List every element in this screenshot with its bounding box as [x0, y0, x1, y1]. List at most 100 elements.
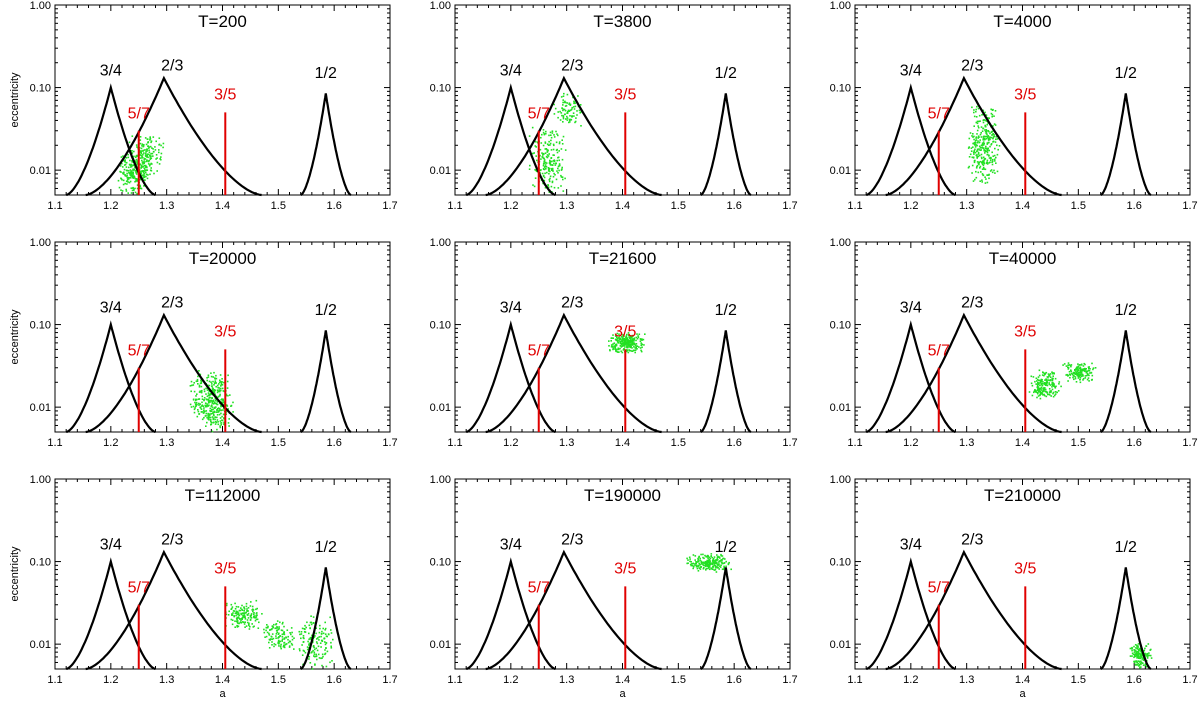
particle-point	[216, 428, 218, 431]
particle-point	[1084, 375, 1087, 377]
particle-point	[131, 175, 134, 177]
particle-point	[215, 399, 217, 402]
particle-point	[702, 567, 705, 570]
particle-point	[304, 651, 307, 654]
particle-point	[246, 609, 248, 612]
particle-point	[566, 112, 569, 114]
particle-point	[985, 137, 988, 140]
particle-point	[972, 146, 974, 148]
particle-point	[155, 140, 157, 143]
particle-point	[986, 159, 989, 162]
particle-point	[1088, 380, 1090, 382]
particle-point	[1137, 651, 1140, 654]
x-tick-label: 1.2	[903, 200, 918, 212]
particle-point	[318, 657, 321, 659]
particle-point	[986, 151, 989, 154]
particle-point	[984, 111, 986, 114]
particle-point	[553, 136, 556, 138]
particle-point	[192, 384, 195, 386]
x-tick-label: 1.5	[271, 674, 286, 686]
particle-point	[709, 560, 712, 562]
particle-point	[190, 406, 193, 408]
particle-point	[628, 349, 630, 351]
particle-point	[690, 561, 692, 563]
particle-point	[982, 127, 985, 130]
particle-point	[990, 131, 993, 133]
particle-point	[641, 343, 643, 346]
particle-point	[290, 627, 293, 629]
particle-point	[278, 645, 280, 647]
x-tick-label: 1.5	[271, 200, 286, 212]
particle-point	[972, 157, 975, 159]
particle-point	[231, 613, 233, 615]
particle-point	[238, 609, 241, 612]
particle-point	[217, 407, 220, 409]
resonance-label: 3/4	[900, 300, 922, 317]
particle-point	[278, 626, 280, 628]
particle-point	[988, 155, 990, 157]
particle-point	[692, 554, 695, 556]
particle-point	[240, 619, 242, 622]
particle-point	[617, 339, 619, 342]
particle-point	[988, 174, 990, 176]
particle-point	[639, 347, 642, 349]
particle-point	[256, 607, 258, 610]
particle-point	[561, 114, 563, 117]
x-tick-label: 1.2	[503, 437, 518, 449]
particle-point	[1144, 647, 1146, 650]
particle-point	[549, 142, 552, 145]
particle-point	[131, 172, 134, 174]
resonance-curve	[65, 83, 156, 197]
particle-point	[122, 172, 124, 175]
particle-point	[1038, 369, 1041, 372]
particle-point	[139, 157, 142, 159]
particle-point	[265, 635, 268, 638]
particle-point	[973, 109, 975, 111]
particle-point	[620, 333, 623, 335]
particle-point	[998, 145, 1001, 147]
particle-point	[1142, 659, 1145, 661]
particle-point	[214, 380, 217, 382]
x-tick-label: 1.1	[447, 674, 462, 686]
particle-point	[1070, 370, 1073, 373]
particle-point	[619, 342, 622, 345]
particle-point	[160, 156, 162, 158]
particle-point	[291, 631, 293, 634]
particle-point	[212, 418, 215, 421]
particle-point	[1088, 367, 1090, 370]
particle-point	[118, 186, 121, 189]
particle-point	[532, 152, 534, 155]
resonance-curve	[1100, 330, 1152, 433]
particle-point	[708, 559, 710, 562]
particle-point	[981, 168, 984, 170]
particle-point	[543, 159, 546, 161]
particle-point	[613, 345, 615, 347]
particle-point	[219, 420, 222, 422]
particle-point	[545, 168, 547, 170]
particle-point	[283, 637, 286, 639]
particle-point	[227, 394, 229, 397]
particle-point	[1144, 664, 1147, 666]
particle-point	[237, 616, 240, 618]
particle-point	[997, 148, 999, 151]
particle-point	[152, 148, 154, 150]
resonance-curve	[465, 320, 556, 434]
particle-point	[550, 136, 553, 139]
particle-point	[542, 129, 545, 131]
x-tick-label: 1.5	[671, 200, 686, 212]
particle-point	[139, 185, 142, 188]
particle-point	[266, 624, 268, 626]
particle-point	[209, 414, 211, 416]
particle-point	[991, 133, 994, 136]
particle-point	[210, 405, 212, 407]
particle-point	[215, 385, 217, 388]
resonance-label: 5/7	[928, 342, 950, 359]
particle-point	[722, 568, 725, 571]
particle-point	[1137, 660, 1139, 662]
particle-point	[206, 377, 208, 379]
particle-point	[1072, 372, 1075, 374]
particle-point	[273, 623, 275, 626]
particle-point	[973, 142, 976, 144]
particle-point	[993, 134, 995, 136]
particle-point	[716, 554, 718, 556]
